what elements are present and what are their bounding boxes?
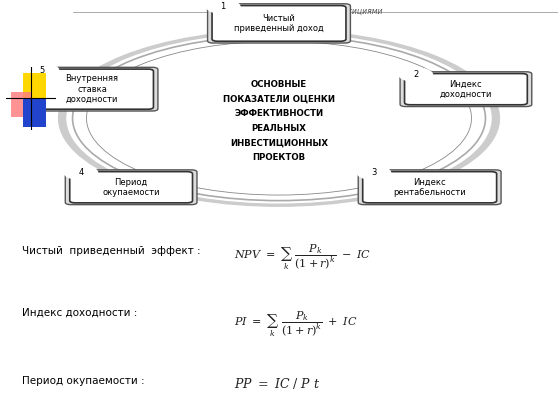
Circle shape bbox=[206, 0, 240, 13]
Text: ИНВЕСТИЦИОННЫХ: ИНВЕСТИЦИОННЫХ bbox=[230, 138, 328, 147]
Text: Внутренняя
ставка
доходности: Внутренняя ставка доходности bbox=[66, 74, 118, 104]
Circle shape bbox=[59, 30, 499, 206]
Text: ЭФФЕКТИВНОСТИ: ЭФФЕКТИВНОСТИ bbox=[234, 109, 324, 118]
Text: Период
окупаемости: Период окупаемости bbox=[102, 178, 160, 197]
FancyBboxPatch shape bbox=[208, 4, 350, 43]
Text: Индекс доходности :: Индекс доходности : bbox=[22, 307, 138, 317]
Text: Индекс
рентабельности: Индекс рентабельности bbox=[393, 178, 466, 197]
FancyBboxPatch shape bbox=[400, 72, 532, 106]
FancyBboxPatch shape bbox=[405, 74, 527, 105]
FancyBboxPatch shape bbox=[26, 67, 158, 111]
Text: Чистый
приведенный доход: Чистый приведенный доход bbox=[234, 14, 324, 33]
Text: РЕАЛЬНЫХ: РЕАЛЬНЫХ bbox=[252, 124, 306, 133]
Circle shape bbox=[399, 68, 432, 81]
Text: $PI\ =\ \sum_{k}\ \dfrac{P_k}{(1+r)^{k}}\ +\ IC$: $PI\ =\ \sum_{k}\ \dfrac{P_k}{(1+r)^{k}}… bbox=[234, 309, 358, 339]
Text: 3: 3 bbox=[371, 168, 377, 177]
FancyBboxPatch shape bbox=[212, 5, 346, 41]
Text: Раздел 3.  Управление инвестициями: Раздел 3. Управление инвестициями bbox=[231, 7, 383, 16]
Text: ПОКАЗАТЕЛИ ОЦЕНКИ: ПОКАЗАТЕЛИ ОЦЕНКИ bbox=[223, 95, 335, 103]
FancyBboxPatch shape bbox=[358, 170, 501, 204]
FancyBboxPatch shape bbox=[70, 172, 193, 203]
Text: 4: 4 bbox=[78, 168, 84, 177]
FancyBboxPatch shape bbox=[65, 170, 197, 204]
Text: ПРОЕКТОВ: ПРОЕКТОВ bbox=[252, 153, 306, 162]
Text: 2: 2 bbox=[413, 70, 418, 79]
FancyBboxPatch shape bbox=[23, 73, 46, 102]
Circle shape bbox=[67, 34, 491, 203]
Text: ОСНОВНЫЕ: ОСНОВНЫЕ bbox=[251, 80, 307, 89]
Circle shape bbox=[357, 166, 391, 179]
FancyBboxPatch shape bbox=[23, 98, 46, 127]
Text: Индекс
доходности: Индекс доходности bbox=[440, 80, 492, 99]
FancyBboxPatch shape bbox=[31, 69, 153, 109]
Text: $PP\ =\ IC\ /\ P\ t$: $PP\ =\ IC\ /\ P\ t$ bbox=[234, 376, 320, 391]
Circle shape bbox=[64, 166, 98, 179]
Text: 1: 1 bbox=[220, 2, 226, 11]
Text: $NPV\ =\ \sum_{k}\ \dfrac{P_k}{(1+r)^{k}}\ -\ IC$: $NPV\ =\ \sum_{k}\ \dfrac{P_k}{(1+r)^{k}… bbox=[234, 243, 371, 272]
Circle shape bbox=[25, 64, 59, 77]
Text: Чистый  приведенный  эффект :: Чистый приведенный эффект : bbox=[22, 246, 201, 256]
Text: Период окупаемости :: Период окупаемости : bbox=[22, 376, 145, 386]
Text: 5: 5 bbox=[39, 66, 45, 75]
FancyBboxPatch shape bbox=[11, 92, 31, 117]
FancyBboxPatch shape bbox=[363, 172, 497, 203]
